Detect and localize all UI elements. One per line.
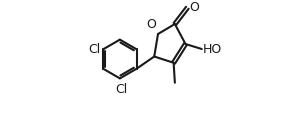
Text: HO: HO — [203, 43, 222, 55]
Text: O: O — [146, 18, 156, 31]
Text: Cl: Cl — [89, 43, 101, 56]
Text: Cl: Cl — [115, 83, 127, 96]
Text: O: O — [189, 1, 199, 14]
